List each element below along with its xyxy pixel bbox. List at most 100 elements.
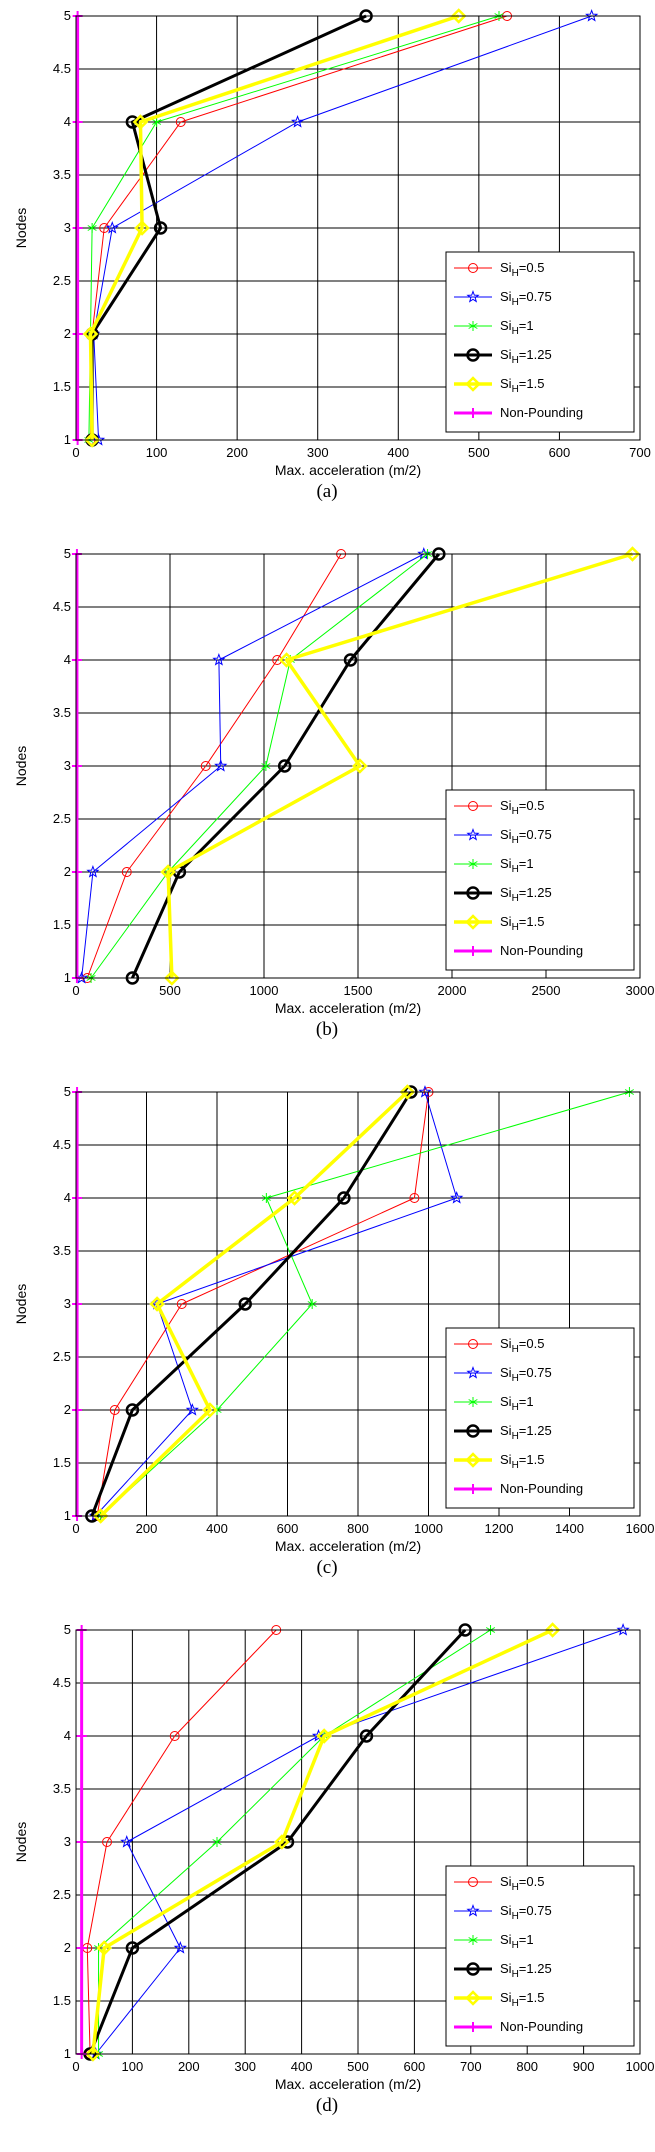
x-tick-label: 1500 [344,983,373,998]
data-point [125,1941,140,1955]
y-tick-label: 2.5 [53,811,71,826]
data-point [175,117,186,127]
data-point [132,114,149,130]
data-point [176,1299,187,1309]
data-point [214,759,228,772]
legend-marker [466,886,480,900]
legend-marker [468,1484,478,1494]
legend-marker [468,321,478,331]
y-tick-label: 1 [64,970,71,985]
panel-caption: (a) [316,481,337,502]
legend-item: Non-Pounding [454,943,583,958]
x-tick-label: 2000 [438,983,467,998]
x-tick-label: 0 [72,1521,79,1536]
grid [76,16,640,440]
legend-marker [468,801,478,811]
data-point [72,1299,83,1309]
legend-box [445,1327,635,1509]
y-tick-label: 3.5 [53,1243,71,1258]
legend-label: SiH=1 [500,318,534,337]
legend-marker [468,1935,478,1945]
legend-marker [468,263,478,273]
legend: SiH=0.5 SiH=0.75 SiH=1 SiH=1.25 SiH=1.5 Non-P… [445,1865,635,2047]
y-tick-label: 5 [64,1622,71,1637]
legend-label: SiH=1.5 [500,1452,544,1471]
legend-item: SiH=1.5 [454,914,544,933]
legend-marker [466,1424,480,1438]
x-tick-labels: 0 500 1000 1500 2000 2500 3000 [72,983,654,998]
data-point [352,758,368,774]
data-point [153,221,168,235]
data-point [274,1834,290,1850]
y-tick-label: 3.5 [53,1781,71,1796]
legend-label: SiH=1.5 [500,914,544,933]
legend-label: SiH=0.5 [500,798,544,817]
panel-caption: (c) [316,1557,337,1578]
legend-marker [468,408,478,418]
x-tick-label: 500 [159,983,181,998]
data-point [200,761,211,771]
chart-panel-2: 0 500 1000 1500 2000 2500 3000 1 1.5 2 2.5 3 3.5 4 4.5… [0,538,655,1076]
data-point [409,1193,420,1203]
data-point [71,655,82,665]
y-tick-labels: 1 1.5 2 2.5 3 3.5 4 4.5 5 [53,546,71,985]
legend: SiH=0.5 SiH=0.75 SiH=1 SiH=1.25 SiH=1.5 Non-P… [445,251,635,433]
axes-frame [75,1091,641,1517]
y-tick-label: 5 [64,546,71,561]
data-point [278,652,295,668]
legend-label: SiH=1.5 [500,376,544,395]
legend-label: SiH=0.75 [500,827,552,846]
data-point [72,329,83,339]
y-tick-label: 3 [64,1834,71,1849]
y-tick-label: 5 [64,1084,71,1099]
y-axis-label: Nodes [13,208,29,248]
legend-item: SiH=1.5 [454,1990,544,2009]
data-point [359,1729,374,1743]
y-tick-label: 2 [64,1940,71,1955]
data-point [202,1402,218,1418]
series-line [91,1628,554,2055]
legend-marker [466,1904,480,1917]
x-tick-label: 400 [291,2059,313,2074]
data-point [185,1403,199,1416]
legend-label: SiH=1.5 [500,1990,544,2009]
chart-svg: 0 500 1000 1500 2000 2500 3000 1 1.5 2 2.5 3 3.5 4 4.5… [13,546,654,1040]
legend-item: Non-Pounding [454,1481,583,1496]
x-tick-label: 100 [122,2059,144,2074]
legend-label: SiH=1.25 [500,885,552,904]
data-point [450,1191,464,1204]
legend-label: Non-Pounding [500,405,583,420]
series-5 [160,546,641,986]
series-line [96,1091,429,1517]
data-point [72,1193,83,1203]
data-point [624,546,641,562]
data-point [109,1405,120,1415]
data-point [450,8,467,24]
y-tick-label: 4 [64,1190,71,1205]
legend-marker [468,1397,478,1407]
y-tick-label: 3 [64,220,71,235]
series-line [95,1629,624,2055]
y-tick-label: 1.5 [53,1455,71,1470]
data-point [125,1403,140,1417]
y-tick-labels: 1 1.5 2 2.5 3 3.5 4 4.5 5 [53,1622,71,2061]
data-point [134,220,150,236]
series-5 [82,8,467,448]
y-tick-labels: 1 1.5 2 2.5 3 3.5 4 4.5 5 [53,1084,71,1523]
legend-marker [466,348,480,362]
y-axis-label: Nodes [13,746,29,786]
x-tick-label: 700 [629,445,651,460]
legend-marker [466,828,480,841]
data-point [277,759,292,773]
legend-label: SiH=1 [500,1394,534,1413]
legend-label: Non-Pounding [500,943,583,958]
legend-item: SiH=1 [454,1932,534,1951]
x-tick-label: 200 [226,445,248,460]
x-tick-label: 600 [549,445,571,460]
y-tick-label: 1.5 [53,1993,71,2008]
x-tick-label: 400 [387,445,409,460]
chart-panel-4: 0 100 200 300 400 500 600 700 800 900 1000 1 1.5 2 2.5… [0,1614,655,2152]
y-tick-label: 5 [64,8,71,23]
x-axis-label: Max. acceleration (m/2) [275,2076,421,2092]
series-line [131,553,440,979]
